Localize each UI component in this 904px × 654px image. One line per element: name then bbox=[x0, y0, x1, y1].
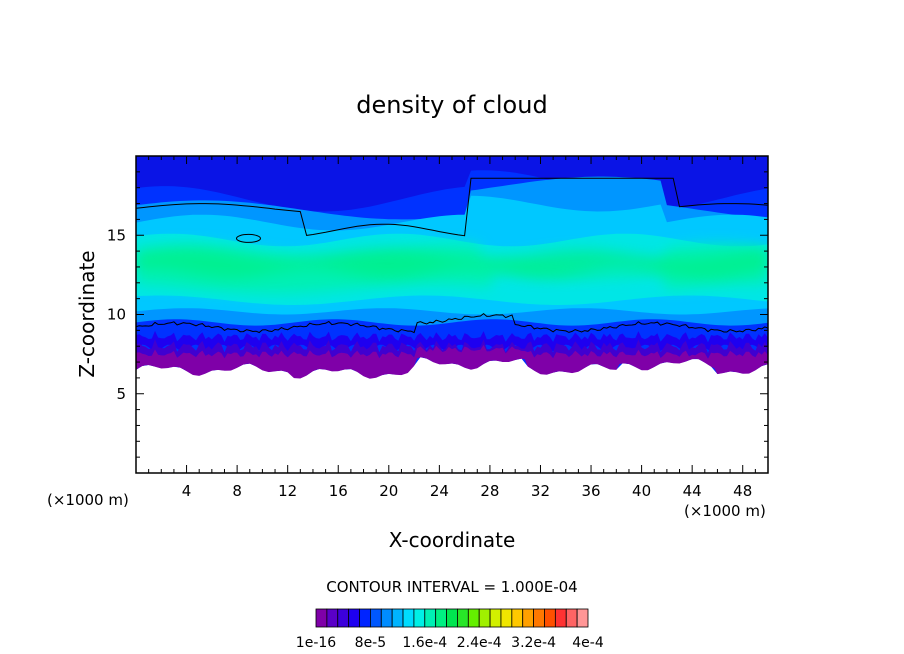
colorbar-swatch bbox=[348, 608, 360, 628]
x-tick-label: 32 bbox=[531, 482, 550, 500]
colorbar-swatch bbox=[413, 608, 426, 628]
layer-purple bbox=[136, 344, 768, 379]
plot-area bbox=[136, 156, 768, 473]
colorbar-swatch bbox=[391, 608, 404, 628]
colorbar-swatch bbox=[511, 608, 524, 628]
colorbar-swatch bbox=[424, 608, 437, 628]
contour-island bbox=[235, 233, 261, 243]
colorbar-swatch bbox=[478, 608, 491, 628]
colorbar-swatch bbox=[467, 608, 480, 628]
colorbar-swatch bbox=[457, 608, 469, 628]
x-tick-label: 40 bbox=[632, 482, 651, 500]
x-tick-label: 36 bbox=[581, 482, 600, 500]
x-axis: 4 8 12 16 20 24 28 32 36 40 44 48 bbox=[148, 156, 756, 500]
y-axis-label: Z-coordinate bbox=[75, 250, 99, 377]
contour-line-lower bbox=[136, 312, 768, 334]
colorbar-swatch bbox=[522, 608, 534, 628]
colorbar-swatch bbox=[489, 608, 502, 628]
colorbar-swatch bbox=[500, 608, 513, 628]
colorbar-swatch bbox=[337, 608, 350, 628]
x-tick-label: 20 bbox=[379, 482, 398, 500]
x-unit-left: (×1000 m) bbox=[47, 491, 129, 509]
x-tick-label: 12 bbox=[278, 482, 297, 500]
colorbar-swatch bbox=[315, 608, 328, 628]
x-axis-label: X-coordinate bbox=[389, 528, 516, 552]
y-tick-label: 5 bbox=[116, 385, 126, 403]
cloud-density-field bbox=[136, 156, 768, 473]
contour-line-upper bbox=[136, 177, 768, 237]
colorbar-swatch bbox=[554, 608, 567, 628]
layer-green bbox=[136, 249, 768, 278]
x-tick-label: 28 bbox=[480, 482, 499, 500]
colorbar-label: 1e-16 bbox=[296, 635, 336, 651]
chart-title: density of cloud bbox=[356, 91, 547, 119]
colorbar-swatch bbox=[380, 608, 393, 628]
x-tick-label: 44 bbox=[683, 482, 702, 500]
x-tick-label: 8 bbox=[232, 482, 242, 500]
colorbar-label: 3.2e-4 bbox=[511, 635, 556, 651]
colorbar-label: 4e-4 bbox=[572, 635, 604, 651]
colorbar-labels: 1e-16 8e-5 1.6e-4 2.4e-4 3.2e-4 4e-4 bbox=[296, 635, 604, 651]
x-tick-label: 48 bbox=[733, 482, 752, 500]
x-tick-label: 24 bbox=[430, 482, 449, 500]
y-tick-label: 15 bbox=[107, 226, 126, 244]
colorbar-swatch bbox=[435, 608, 447, 628]
colorbar-swatch bbox=[402, 608, 415, 628]
y-axis: 5 10 15 bbox=[107, 171, 768, 458]
x-tick-label: 4 bbox=[182, 482, 192, 500]
colorbar-swatch bbox=[326, 608, 339, 628]
x-tick-label: 16 bbox=[329, 482, 348, 500]
colorbar bbox=[315, 608, 589, 628]
colorbar-swatch bbox=[359, 608, 371, 628]
colorbar-label: 2.4e-4 bbox=[457, 635, 502, 651]
clear-air bbox=[136, 357, 768, 473]
x-unit-right: (×1000 m) bbox=[684, 502, 766, 520]
colorbar-label: 8e-5 bbox=[355, 635, 386, 651]
colorbar-swatch bbox=[576, 608, 589, 628]
colorbar-swatch bbox=[533, 608, 545, 628]
colorbar-label: 1.6e-4 bbox=[402, 635, 447, 651]
y-tick-label: 10 bbox=[107, 306, 126, 324]
colorbar-swatch bbox=[544, 608, 556, 628]
colorbar-swatch bbox=[565, 608, 578, 628]
layer-top-darkblue bbox=[136, 156, 768, 212]
colorbar-swatch bbox=[446, 608, 458, 628]
contour-interval-label: CONTOUR INTERVAL = 1.000E-04 bbox=[326, 578, 577, 596]
colorbar-swatch bbox=[369, 608, 382, 628]
